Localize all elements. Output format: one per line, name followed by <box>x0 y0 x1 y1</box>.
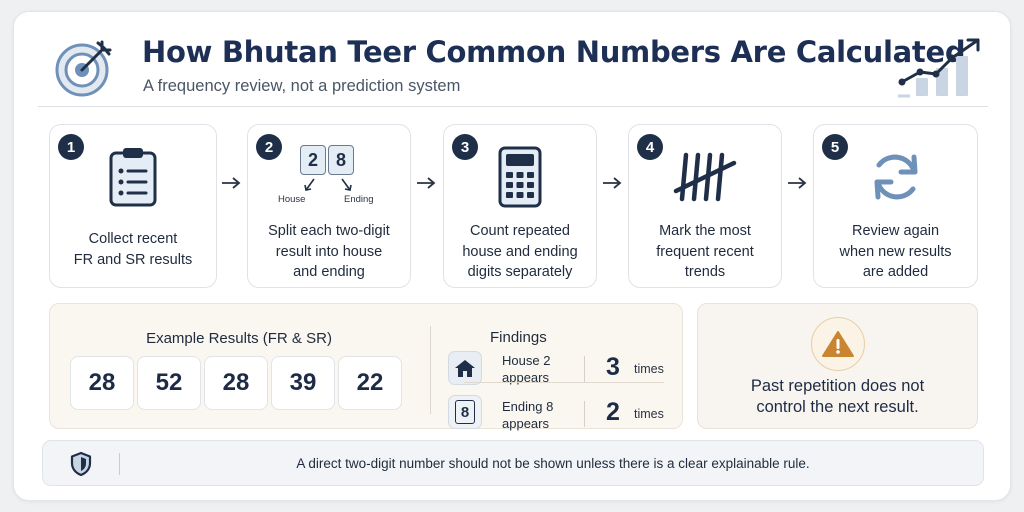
ending-digit-box: 8 <box>328 145 354 175</box>
house-icon <box>448 351 482 385</box>
step-text: Mark the most frequent recent trends <box>656 223 754 280</box>
step-text: Review again when new results are added <box>839 223 952 280</box>
step-text: Split each two-digit result into house a… <box>268 223 390 280</box>
house-digit-box: 2 <box>300 145 326 175</box>
digit-eight-icon: 8 <box>448 395 482 429</box>
finding-unit: times <box>634 362 664 376</box>
page-title: How Bhutan Teer Common Numbers Are Calcu… <box>142 35 966 69</box>
step-number: 4 <box>637 134 663 160</box>
result-number: 28 <box>204 356 268 410</box>
step-text: Count repeated house and ending digits s… <box>462 223 578 280</box>
arrow-right-icon <box>788 177 807 189</box>
header: How Bhutan Teer Common Numbers Are Calcu… <box>14 12 1012 108</box>
step-3-card: 3 Count repeated house and ending digits… <box>443 124 597 288</box>
clipboard-checklist-icon <box>109 148 157 207</box>
arrow-right-icon <box>417 177 436 189</box>
calculator-icon <box>498 146 542 208</box>
page-subtitle: A frequency review, not a prediction sys… <box>143 77 461 95</box>
growth-chart-icon <box>898 38 980 98</box>
ending-label: Ending <box>344 194 374 205</box>
step-text: Collect recent FR and SR results <box>73 231 193 268</box>
split-arrows-icon <box>304 178 352 191</box>
house-label: House <box>278 194 306 205</box>
result-number: 22 <box>338 356 402 410</box>
warning-text: Past repetition does not control the nex… <box>750 377 925 416</box>
infographic-card: How Bhutan Teer Common Numbers Are Calcu… <box>13 11 1011 501</box>
target-icon <box>55 40 112 97</box>
finding-count: 2 <box>606 398 620 426</box>
step-1-card: 1 Collect recent FR and SR results <box>49 124 217 288</box>
example-title: Example Results (FR & SR) <box>146 330 332 347</box>
finding-label: House 2 appears <box>502 353 551 385</box>
findings-title: Findings <box>490 329 547 346</box>
footer-divider <box>119 453 120 475</box>
result-number: 39 <box>271 356 335 410</box>
finding-count: 3 <box>606 353 620 381</box>
warning-panel: Past repetition does not control the nex… <box>697 303 978 429</box>
arrow-right-icon <box>222 177 241 189</box>
finding-separator <box>464 382 664 383</box>
finding-label: Ending 8 appears <box>502 399 554 431</box>
finding-divider <box>584 356 585 382</box>
digit-split-icon: 2 8 House Ending <box>278 145 374 209</box>
example-panel: Example Results (FR & SR) 28 52 28 39 22… <box>49 303 683 431</box>
arrow-right-icon <box>603 177 622 189</box>
finding-unit: times <box>634 407 664 421</box>
footer-text: A direct two-digit number should not be … <box>296 456 810 471</box>
example-divider <box>430 326 431 414</box>
refresh-icon <box>874 154 917 200</box>
result-number: 52 <box>137 356 201 410</box>
header-divider <box>38 106 988 107</box>
step-number: 1 <box>58 134 84 160</box>
shield-icon <box>70 451 92 477</box>
step-number: 5 <box>822 134 848 160</box>
warning-triangle-icon <box>811 317 865 371</box>
footer-note: A direct two-digit number should not be … <box>42 440 984 486</box>
step-4-card: 4 Mark the most frequent recent trends <box>628 124 782 288</box>
step-5-card: 5 Review again when new results are adde… <box>813 124 978 288</box>
tally-marks-icon <box>673 152 737 202</box>
step-number: 3 <box>452 134 478 160</box>
finding-divider <box>584 401 585 427</box>
result-number: 28 <box>70 356 134 410</box>
step-2-card: 2 2 8 House Ending Split each two-digit … <box>247 124 411 288</box>
step-number: 2 <box>256 134 282 160</box>
